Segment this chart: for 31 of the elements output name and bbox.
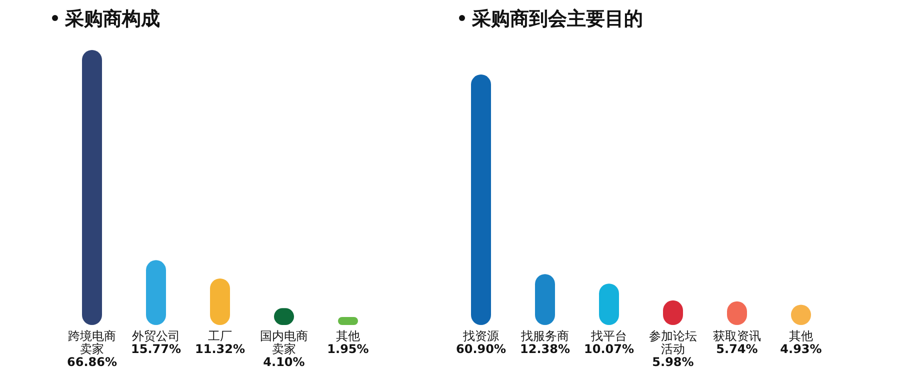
x-tick-label: 外贸公司: [132, 329, 180, 343]
bar: [471, 74, 491, 325]
x-tick-label: 工厂: [208, 329, 232, 343]
chart-title: 采购商构成: [64, 8, 160, 30]
x-tick-label: 跨境电商卖家: [68, 329, 116, 356]
x-tick-label: 找服务商: [520, 329, 569, 343]
data-label: 5.74%: [716, 342, 758, 356]
x-tick-label: 获取资讯: [713, 329, 761, 343]
bar: [535, 274, 555, 325]
data-label: 15.77%: [131, 342, 181, 356]
data-label: 4.93%: [780, 342, 822, 356]
x-tick-label: 找资源: [462, 329, 499, 343]
data-label: 4.10%: [263, 355, 305, 369]
bar: [146, 260, 166, 325]
bar: [82, 50, 102, 325]
bar: [599, 284, 619, 325]
x-tick-label: 其他: [336, 329, 360, 343]
data-label: 66.86%: [67, 355, 117, 369]
data-label: 5.98%: [652, 355, 694, 369]
bar: [210, 278, 230, 325]
x-tick-label: 其他: [789, 329, 813, 343]
data-label: 12.38%: [520, 342, 570, 356]
data-label: 60.90%: [456, 342, 506, 356]
data-label: 10.07%: [584, 342, 634, 356]
data-label: 11.32%: [195, 342, 245, 356]
chart-title: 采购商到会主要目的: [471, 8, 643, 30]
x-tick-label: 参加论坛活动: [649, 329, 697, 356]
x-tick-label: 找平台: [590, 329, 627, 343]
bar: [338, 316, 358, 325]
x-tick-label: 国内电商卖家: [260, 329, 308, 356]
data-label: 1.95%: [327, 342, 369, 356]
